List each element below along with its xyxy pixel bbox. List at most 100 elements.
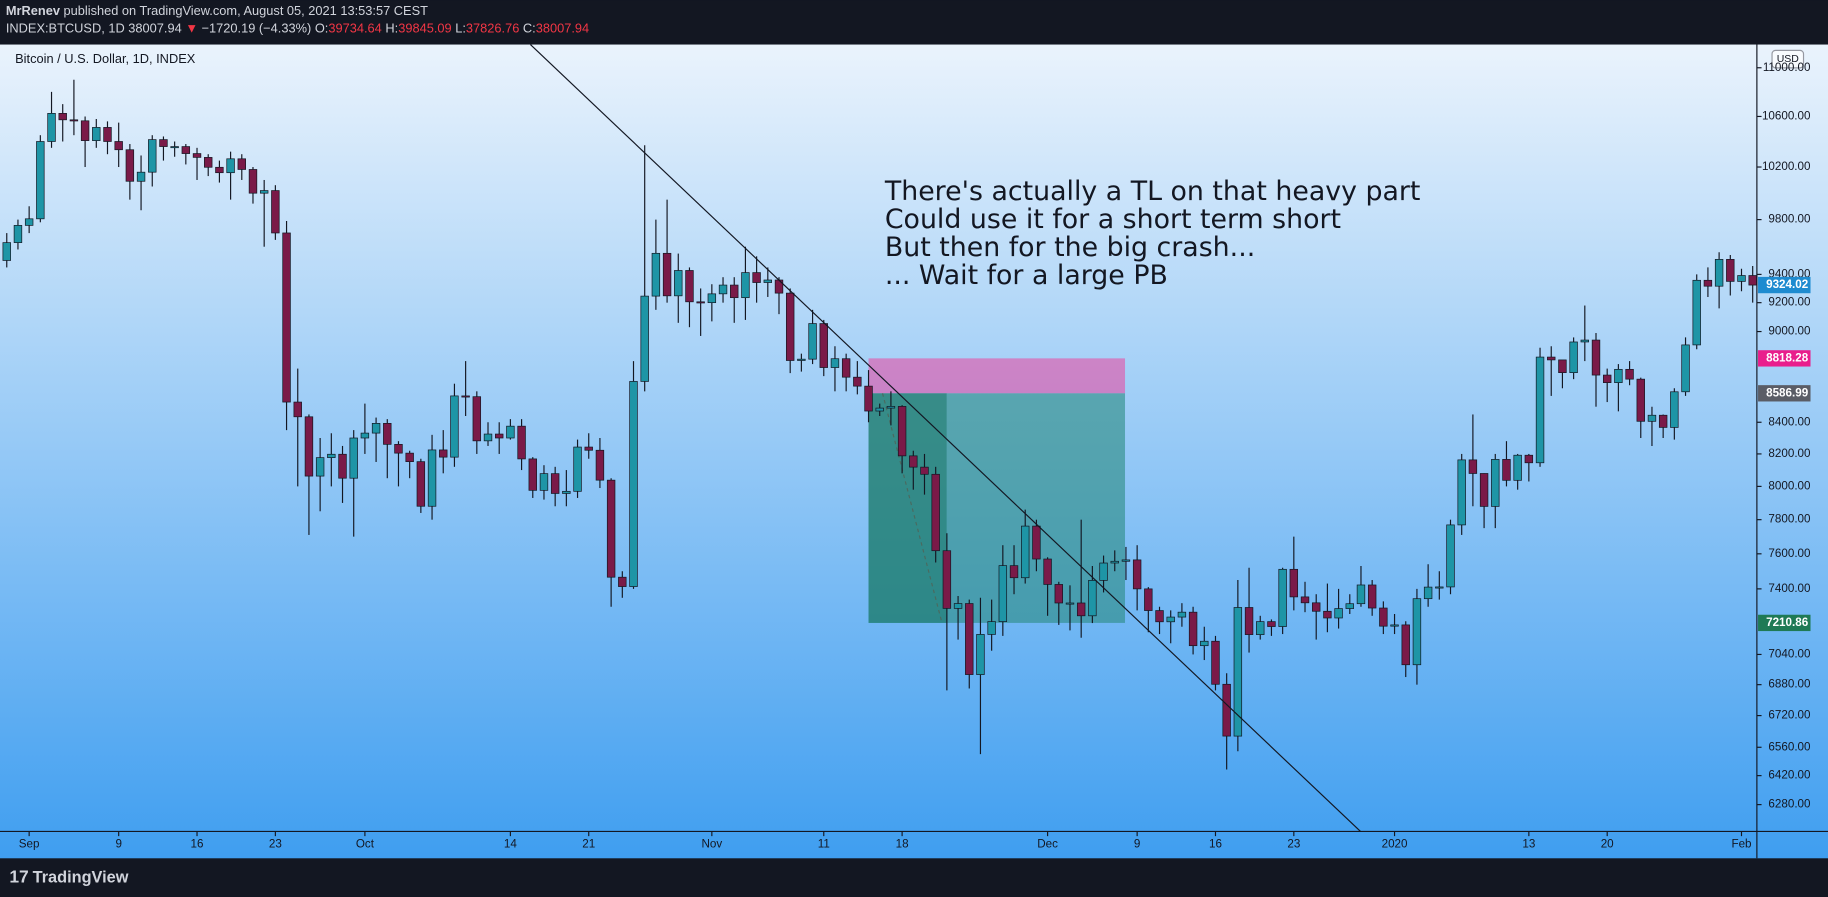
candle-body <box>2 242 11 261</box>
candle-body <box>192 153 202 158</box>
candle-body <box>170 146 179 149</box>
y-tick-label: 8200.00 <box>1768 447 1811 460</box>
candle-body <box>1625 368 1634 380</box>
plot <box>2 79 1757 770</box>
candle-body <box>830 358 840 368</box>
candle-body <box>1692 279 1701 346</box>
last-price-tag <box>1758 276 1811 294</box>
candle-body <box>1423 586 1433 600</box>
candle-body <box>427 449 437 507</box>
candle-body <box>752 272 761 283</box>
y-tick-label: 11000.00 <box>1763 61 1811 74</box>
candle-body <box>595 449 605 481</box>
candle-body <box>785 292 795 361</box>
candle-body <box>136 171 146 182</box>
annotation-line: There's actually a TL on that heavy part <box>884 176 1421 207</box>
candle-body <box>1043 558 1052 585</box>
candle-body <box>1211 640 1220 685</box>
candle-body <box>897 406 907 457</box>
candle-body <box>259 190 269 194</box>
candle-body <box>69 119 79 122</box>
candle-body <box>1188 611 1198 647</box>
candle-body <box>841 358 851 378</box>
ohlc-label: C: <box>523 21 536 36</box>
x-tick-label: 9 <box>115 837 121 850</box>
candle-body <box>1569 341 1578 374</box>
candle-body <box>237 158 246 170</box>
candle-body <box>730 284 739 299</box>
candle-body <box>808 323 817 360</box>
x-tick-label: 20 <box>1601 837 1614 850</box>
candle-body <box>976 634 985 675</box>
candle-body <box>349 437 358 479</box>
target-price-label: 7210.86 <box>1766 616 1809 629</box>
candle-body <box>450 395 459 458</box>
x-tick-label: 23 <box>1287 837 1300 850</box>
candle-body <box>1647 414 1657 422</box>
candle-body <box>1513 454 1522 481</box>
candle-body <box>1300 596 1310 604</box>
candle-body <box>36 141 45 220</box>
candle-body <box>1502 459 1511 481</box>
candle-body <box>1132 559 1142 590</box>
candle-body <box>685 270 694 303</box>
candle-body <box>80 120 90 141</box>
candle-body <box>1435 586 1444 589</box>
candle-body <box>965 603 974 675</box>
author: MrRenev <box>6 3 61 18</box>
y-tick-label: 6720.00 <box>1768 709 1811 722</box>
y-tick-label: 6280.00 <box>1768 798 1811 811</box>
candle-body <box>1401 624 1410 666</box>
candle-body <box>1658 414 1668 428</box>
y-tick-label: 8400.00 <box>1768 415 1811 428</box>
candle-body <box>1144 588 1153 611</box>
candle-body <box>159 139 168 147</box>
x-tick-label: Nov <box>701 837 722 850</box>
candle-body <box>875 407 884 412</box>
candle-body <box>931 473 940 552</box>
ohlc-label: L: <box>455 21 466 36</box>
x-tick-label: 18 <box>896 837 909 850</box>
brand-logo: 17 <box>9 867 28 887</box>
candle-body <box>1110 560 1119 564</box>
candle-body <box>1267 621 1276 627</box>
candle-body <box>864 385 873 412</box>
candle-body <box>1312 602 1321 612</box>
y-tick-label: 9200.00 <box>1768 296 1811 309</box>
candle-body <box>1580 339 1590 343</box>
published: published on TradingView.com, August 05,… <box>64 3 429 18</box>
symbol: INDEX:BTCUSD, 1D <box>6 21 125 36</box>
publisher-line: MrRenev published on TradingView.com, Au… <box>6 3 428 18</box>
ohlc-value: 37826.76 <box>466 21 519 36</box>
currency-button[interactable] <box>1771 49 1805 69</box>
candle-body <box>1356 584 1366 605</box>
annotation-line: Could use it for a short term short <box>885 204 1341 235</box>
ohlc-value: 39734.64 <box>328 21 381 36</box>
candle-body <box>1591 339 1601 376</box>
entry-price-label: 8586.99 <box>1766 386 1809 399</box>
candle-body <box>1166 616 1175 623</box>
ohlc-value: 39845.09 <box>398 21 451 36</box>
candle-body <box>1244 607 1254 635</box>
candle-body <box>416 461 426 507</box>
candle-body <box>1636 378 1645 422</box>
last-price-label: 9324.02 <box>1766 278 1809 291</box>
brand[interactable]: TradingView <box>33 868 129 886</box>
x-tick-label: Oct <box>356 837 375 850</box>
candle-body <box>1177 611 1187 618</box>
candle-body <box>1468 459 1478 474</box>
candle-body <box>1614 368 1623 383</box>
candle-body <box>1367 584 1377 609</box>
legend-title: Bitcoin / U.S. Dollar, 1D, INDEX <box>15 51 196 66</box>
candle-body <box>886 406 896 409</box>
x-tick-label: 23 <box>269 837 282 850</box>
candle-body <box>1054 584 1063 604</box>
candle-body <box>1032 525 1041 560</box>
candle-body <box>1524 454 1534 464</box>
candle-body <box>371 423 381 434</box>
candle-body <box>24 218 34 226</box>
candle-body <box>282 232 291 403</box>
currency[interactable]: USD <box>1777 54 1800 65</box>
candle-body <box>338 453 347 479</box>
